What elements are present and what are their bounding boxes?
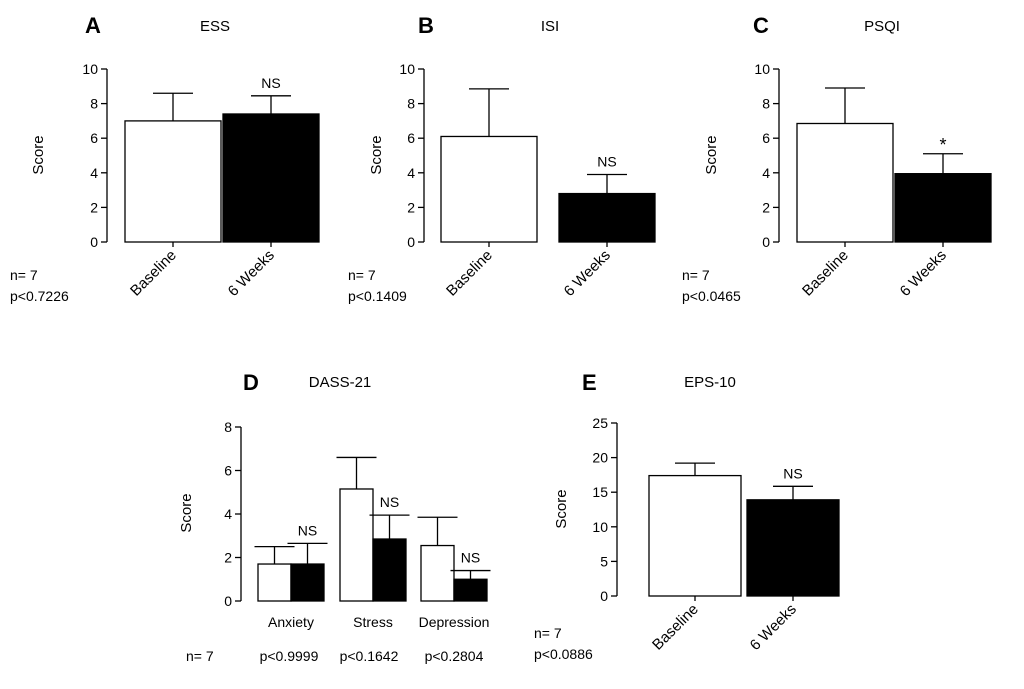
panel-a: A ESS 0 2 4 6 8 10 Baseline 6 Weeks NS Score n= …: [10, 13, 320, 304]
category-label-e-6-weeks: 6 Weeks: [747, 601, 800, 654]
p-value-d-anxiety: p<0.9999: [260, 648, 319, 664]
bar-b-baseline: [440, 135, 538, 243]
bar-a-baseline: [124, 120, 222, 243]
p-value-a: p<0.7226: [10, 288, 69, 304]
y-axis-title-b: Score: [368, 135, 385, 174]
y-tick-label-a-8: 8: [90, 96, 98, 112]
category-label-e-baseline: Baseline: [649, 601, 702, 654]
y-tick-label-d-2: 2: [224, 550, 232, 566]
panel-title-e: EPS-10: [684, 374, 736, 391]
y-tick-label-a-6: 6: [90, 130, 98, 146]
y-tick-label-e-15: 15: [592, 484, 608, 500]
y-tick-label-d-8: 8: [224, 419, 232, 435]
p-value-e: p<0.0886: [534, 646, 593, 662]
significance-d-stress: NS: [380, 494, 399, 510]
significance-e-6-weeks: NS: [783, 465, 802, 481]
y-tick-label-b-10: 10: [399, 61, 415, 77]
panel-d: D DASS-21 0 2 4 6 8 Anxiety Stress Depression NS…: [178, 370, 491, 664]
y-axis-title-e: Score: [553, 489, 570, 528]
bar-a-6-weeks: [222, 113, 320, 243]
category-label-c-6-weeks: 6 Weeks: [897, 247, 950, 300]
y-tick-label-d-6: 6: [224, 463, 232, 479]
bar-d-anxiety-0: [257, 563, 292, 602]
y-tick-label-c-4: 4: [762, 165, 770, 181]
significance-d-depression: NS: [461, 550, 480, 566]
panel-letter-a: A: [85, 13, 101, 38]
y-tick-label-c-8: 8: [762, 96, 770, 112]
category-label-a-baseline: Baseline: [127, 247, 180, 300]
n-label-c: n= 7: [682, 267, 710, 283]
category-label-a-6-weeks: 6 Weeks: [225, 247, 278, 300]
n-label-a: n= 7: [10, 267, 38, 283]
y-tick-label-c-2: 2: [762, 199, 770, 215]
y-tick-label-c-6: 6: [762, 130, 770, 146]
y-tick-label-a-10: 10: [82, 61, 98, 77]
bar-c-baseline: [796, 122, 894, 243]
panel-title-b: ISI: [541, 18, 559, 35]
y-tick-label-b-2: 2: [407, 199, 415, 215]
panel-title-a: ESS: [200, 18, 230, 35]
panel-e: E EPS-10 0 5 10 15 20 25 Baseline 6 Weeks NS Sco…: [534, 370, 840, 662]
bar-e-baseline: [648, 474, 742, 597]
n-label-e: n= 7: [534, 625, 562, 641]
category-label-d-stress: Stress: [353, 614, 393, 630]
panel-title-d: DASS-21: [309, 374, 372, 391]
plot-d: 0 2 4 6 8 Anxiety Stress Depression NS NS NS: [224, 419, 491, 630]
bar-d-stress-0: [339, 488, 374, 602]
y-tick-label-a-0: 0: [90, 234, 98, 250]
y-axis-title-d: Score: [178, 493, 195, 532]
panel-letter-d: D: [243, 370, 259, 395]
bar-d-anxiety-1: [290, 563, 325, 602]
y-tick-label-d-4: 4: [224, 506, 232, 522]
plot-c: 0 2 4 6 8 10 Baseline 6 Weeks *: [754, 61, 992, 300]
p-value-c: p<0.0465: [682, 288, 741, 304]
y-axis-title-a: Score: [30, 135, 47, 174]
p-value-d-depression: p<0.2804: [425, 648, 484, 664]
category-label-d-anxiety: Anxiety: [268, 614, 314, 630]
y-tick-label-a-2: 2: [90, 199, 98, 215]
significance-a-6-weeks: NS: [261, 75, 280, 91]
panel-b: B ISI 0 2 4 6 8 10 Baseline 6 Weeks NS Score n= …: [348, 13, 656, 304]
panel-letter-e: E: [582, 370, 597, 395]
panel-c: C PSQI 0 2 4 6 8 10 Baseline 6 Weeks * Score n= …: [682, 13, 992, 304]
bar-b-6-weeks: [558, 192, 656, 243]
panel-title-c: PSQI: [864, 18, 900, 35]
plot-b: 0 2 4 6 8 10 Baseline 6 Weeks NS: [399, 61, 656, 300]
n-label-d: n= 7: [186, 648, 214, 664]
plot-a: 0 2 4 6 8 10 Baseline 6 Weeks NS: [82, 61, 320, 300]
y-tick-label-b-8: 8: [407, 96, 415, 112]
p-value-b: p<0.1409: [348, 288, 407, 304]
n-label-b: n= 7: [348, 267, 376, 283]
y-tick-label-a-4: 4: [90, 165, 98, 181]
bar-d-stress-1: [372, 538, 407, 602]
y-tick-label-b-4: 4: [407, 165, 415, 181]
plot-e: 0 5 10 15 20 25 Baseline 6 Weeks NS: [592, 415, 840, 654]
p-value-d-stress: p<0.1642: [340, 648, 399, 664]
significance-c-6-weeks: *: [939, 135, 946, 155]
y-tick-label-c-0: 0: [762, 234, 770, 250]
y-tick-label-c-10: 10: [754, 61, 770, 77]
significance-b-6-weeks: NS: [597, 154, 616, 170]
category-label-b-baseline: Baseline: [443, 247, 496, 300]
y-axis-title-c: Score: [703, 135, 720, 174]
y-tick-label-e-0: 0: [600, 588, 608, 604]
bar-c-6-weeks: [894, 173, 992, 243]
y-tick-label-b-0: 0: [407, 234, 415, 250]
y-tick-label-b-6: 6: [407, 130, 415, 146]
category-label-d-depression: Depression: [419, 614, 490, 630]
category-label-b-6-weeks: 6 Weeks: [561, 247, 614, 300]
bar-e-6-weeks: [746, 499, 840, 597]
y-tick-label-e-20: 20: [592, 450, 608, 466]
panel-letter-c: C: [753, 13, 769, 38]
significance-d-anxiety: NS: [298, 522, 317, 538]
bar-d-depression-1: [453, 578, 488, 602]
panel-letter-b: B: [418, 13, 434, 38]
category-label-c-baseline: Baseline: [799, 247, 852, 300]
y-tick-label-e-5: 5: [600, 553, 608, 569]
bar-d-depression-0: [420, 544, 455, 602]
y-tick-label-d-0: 0: [224, 593, 232, 609]
y-tick-label-e-10: 10: [592, 519, 608, 535]
y-tick-label-e-25: 25: [592, 415, 608, 431]
